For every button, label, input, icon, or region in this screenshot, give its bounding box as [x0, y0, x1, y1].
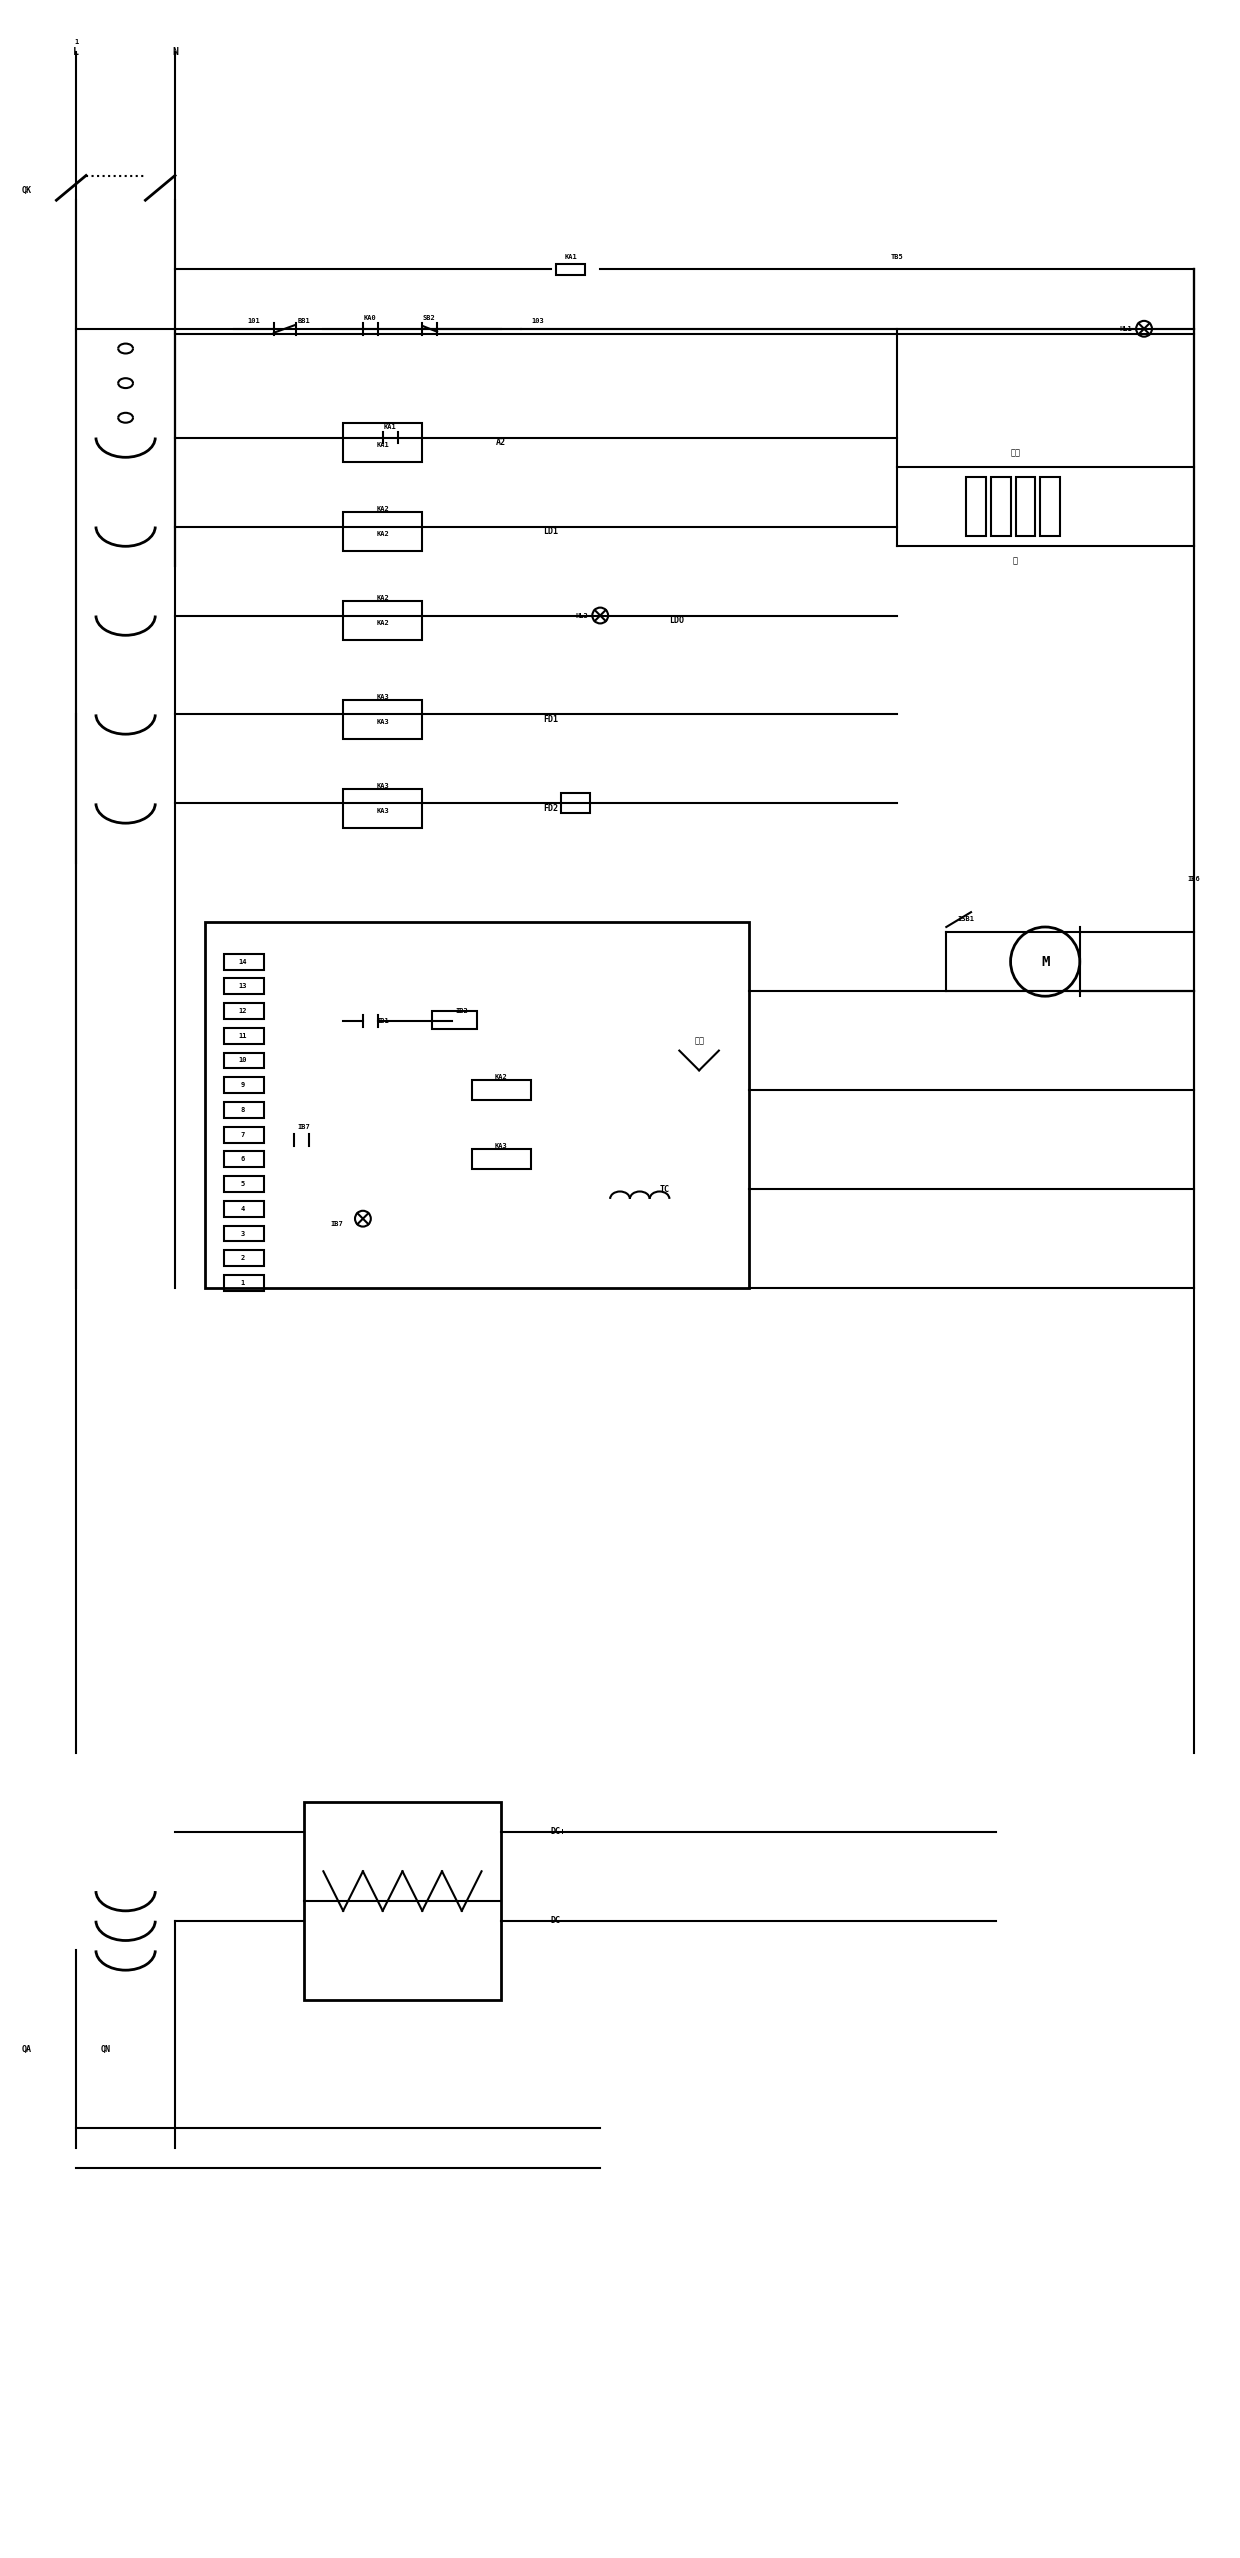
Bar: [966, 478, 986, 537]
Text: IB7: IB7: [298, 1123, 310, 1131]
Text: 3: 3: [241, 1230, 244, 1236]
Text: IB2: IB2: [455, 1008, 469, 1013]
Text: 103: 103: [531, 317, 544, 325]
Text: QA: QA: [22, 2044, 32, 2054]
Bar: [343, 788, 423, 829]
Bar: [224, 1274, 264, 1292]
Bar: [343, 512, 423, 550]
Text: KA1: KA1: [376, 443, 389, 448]
Text: 变频: 变频: [1011, 448, 1021, 458]
Text: IB1: IB1: [376, 1018, 389, 1023]
Text: 1: 1: [241, 1279, 244, 1287]
Text: 7: 7: [241, 1131, 244, 1138]
Bar: [224, 1051, 264, 1069]
Bar: [224, 1028, 264, 1044]
Text: 101: 101: [248, 317, 260, 325]
Bar: [556, 263, 585, 276]
Text: 6: 6: [241, 1156, 244, 1161]
Text: KA1: KA1: [383, 425, 396, 430]
Text: BB1: BB1: [298, 317, 310, 325]
Text: QK: QK: [22, 187, 32, 194]
Text: TB5: TB5: [890, 253, 903, 258]
Text: DC+: DC+: [551, 1826, 565, 1837]
Text: FD2: FD2: [543, 803, 558, 813]
Bar: [343, 422, 423, 463]
Text: 8: 8: [241, 1108, 244, 1113]
Bar: [224, 977, 264, 995]
Text: QN: QN: [100, 2044, 110, 2054]
Text: KA0: KA0: [363, 315, 376, 320]
Bar: [224, 954, 264, 969]
Bar: [471, 1079, 531, 1100]
Bar: [343, 601, 423, 640]
Text: 2: 2: [241, 1256, 244, 1261]
Bar: [224, 1200, 264, 1218]
Text: KA3: KA3: [376, 783, 389, 788]
Text: KA2: KA2: [376, 532, 389, 537]
Text: KA3: KA3: [376, 808, 389, 813]
Bar: [224, 1077, 264, 1092]
Bar: [560, 793, 590, 813]
Bar: [224, 1225, 264, 1241]
Text: 器: 器: [1013, 555, 1018, 565]
Text: 10: 10: [238, 1056, 247, 1064]
Bar: [343, 698, 423, 739]
Bar: [224, 1126, 264, 1143]
Text: 5: 5: [241, 1182, 244, 1187]
Bar: [1040, 478, 1060, 537]
Text: KA2: KA2: [376, 622, 389, 627]
Text: 11: 11: [238, 1033, 247, 1039]
Text: FD1: FD1: [543, 714, 558, 724]
Text: N: N: [172, 46, 179, 56]
Text: L: L: [73, 46, 79, 56]
Text: IB7: IB7: [330, 1220, 343, 1228]
Bar: [224, 1003, 264, 1018]
Text: 点火: 点火: [694, 1036, 704, 1046]
Text: IB6: IB6: [1187, 877, 1200, 883]
Text: 9: 9: [241, 1082, 244, 1087]
Text: 13: 13: [238, 982, 247, 990]
Text: 14: 14: [238, 959, 247, 964]
Text: SB2: SB2: [423, 315, 435, 320]
Bar: [224, 1151, 264, 1166]
Text: ISB1: ISB1: [957, 916, 975, 921]
Bar: [471, 1149, 531, 1169]
Text: KA2: KA2: [376, 593, 389, 601]
Text: KA2: KA2: [376, 506, 389, 512]
Text: 4: 4: [241, 1205, 244, 1212]
Text: 12: 12: [238, 1008, 247, 1013]
Bar: [432, 1010, 476, 1028]
Bar: [224, 1102, 264, 1118]
Bar: [205, 921, 749, 1287]
Bar: [1016, 478, 1035, 537]
Bar: [991, 478, 1011, 537]
Text: LD1: LD1: [543, 527, 558, 537]
Bar: [304, 1801, 501, 2000]
Text: M: M: [1042, 954, 1049, 969]
Text: TC: TC: [660, 1184, 670, 1195]
Text: 1: 1: [74, 38, 78, 46]
Text: HL1: HL1: [1120, 325, 1132, 333]
Text: A2: A2: [496, 437, 506, 448]
Text: LDO: LDO: [670, 616, 684, 624]
Text: KA2: KA2: [495, 1074, 507, 1079]
Bar: [224, 1177, 264, 1192]
Bar: [224, 1251, 264, 1266]
Text: HL3: HL3: [575, 611, 588, 619]
Text: KA3: KA3: [495, 1143, 507, 1149]
Text: DC-: DC-: [551, 1916, 565, 1926]
Text: KA3: KA3: [376, 719, 389, 726]
Text: KA1: KA1: [564, 253, 577, 258]
Text: KA3: KA3: [376, 693, 389, 698]
